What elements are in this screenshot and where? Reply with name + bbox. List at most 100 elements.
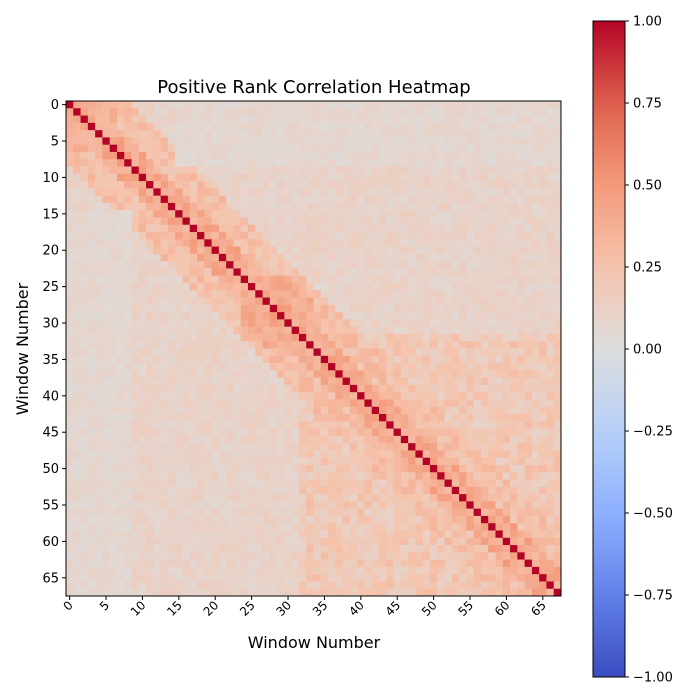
- heatmap-cell: [539, 159, 547, 167]
- heatmap-cell: [451, 319, 460, 328]
- heatmap-cell: [328, 268, 336, 277]
- heatmap-cell: [255, 399, 263, 408]
- heatmap-cell: [211, 545, 220, 553]
- heatmap-cell: [335, 363, 344, 371]
- heatmap-cell: [546, 508, 555, 517]
- heatmap-cell: [116, 188, 125, 197]
- heatmap-cell: [197, 130, 205, 138]
- heatmap-cell: [116, 246, 125, 255]
- heatmap-cell: [102, 181, 111, 189]
- heatmap-cell: [167, 428, 176, 437]
- heatmap-cell: [138, 333, 147, 342]
- heatmap-cell: [298, 494, 307, 502]
- heatmap-cell: [218, 588, 227, 597]
- heatmap-cell: [422, 537, 431, 546]
- heatmap-cell: [269, 188, 278, 197]
- heatmap-cell: [357, 501, 365, 510]
- heatmap-cell: [306, 486, 314, 495]
- heatmap-cell: [80, 450, 89, 459]
- heatmap-cell: [400, 545, 409, 553]
- heatmap-cell: [80, 108, 89, 116]
- heatmap-cell: [73, 574, 81, 582]
- heatmap-cell: [87, 239, 96, 247]
- heatmap-cell: [102, 414, 111, 422]
- heatmap-cell: [153, 282, 162, 291]
- heatmap-cell: [379, 537, 387, 546]
- heatmap-cell: [539, 130, 547, 138]
- heatmap-cell: [124, 217, 132, 226]
- heatmap-cell: [255, 428, 263, 437]
- heatmap-cell: [444, 246, 453, 255]
- heatmap-cell: [415, 282, 424, 291]
- heatmap-cell: [371, 559, 380, 568]
- heatmap-cell: [510, 377, 518, 386]
- heatmap-cell: [240, 559, 249, 568]
- heatmap-cell: [364, 515, 373, 524]
- heatmap-cell: [247, 341, 256, 349]
- heatmap-cell: [437, 574, 445, 582]
- heatmap-cell: [466, 282, 475, 291]
- heatmap-cell: [95, 108, 103, 116]
- heatmap-cell: [400, 137, 409, 146]
- heatmap-cell: [153, 137, 162, 146]
- heatmap-cell: [87, 486, 96, 495]
- heatmap-cell: [488, 574, 496, 582]
- heatmap-cell: [146, 151, 154, 160]
- heatmap-cell: [364, 464, 373, 473]
- heatmap-cell: [320, 530, 329, 539]
- heatmap-cell: [298, 545, 307, 553]
- heatmap-cell: [211, 566, 220, 575]
- heatmap-cell: [480, 581, 489, 590]
- heatmap-cell: [473, 421, 482, 429]
- heatmap-cell: [175, 414, 183, 422]
- heatmap-cell: [102, 384, 111, 393]
- heatmap-cell: [269, 217, 278, 226]
- heatmap-cell: [73, 282, 81, 291]
- heatmap-cell: [335, 414, 344, 422]
- heatmap-cell: [517, 515, 526, 524]
- heatmap-cell: [539, 101, 547, 109]
- heatmap-cell: [539, 304, 547, 313]
- heatmap-cell: [488, 581, 496, 590]
- heatmap-cell: [175, 574, 183, 582]
- heatmap-cell: [393, 275, 402, 284]
- heatmap-cell: [539, 559, 547, 568]
- heatmap-cell: [488, 530, 496, 539]
- heatmap-cell: [153, 486, 162, 495]
- heatmap-cell: [510, 290, 518, 298]
- x-tick-label: 45: [383, 598, 404, 619]
- heatmap-cell: [364, 312, 373, 320]
- heatmap-cell: [197, 406, 205, 415]
- heatmap-cell: [400, 333, 409, 342]
- heatmap-cell: [262, 246, 271, 255]
- heatmap-cell: [429, 232, 438, 240]
- heatmap-cell: [269, 122, 278, 131]
- heatmap-cell: [131, 202, 140, 211]
- heatmap-cell: [116, 428, 125, 437]
- x-tick-label: 60: [492, 598, 513, 619]
- heatmap-cell: [444, 319, 453, 328]
- heatmap-cell: [502, 253, 511, 262]
- heatmap-cell: [262, 326, 271, 335]
- heatmap-cell: [371, 384, 380, 393]
- heatmap-cell: [262, 173, 271, 182]
- heatmap-cell: [298, 581, 307, 590]
- heatmap-cell: [386, 144, 394, 153]
- heatmap-cell: [386, 464, 394, 473]
- heatmap-cell: [189, 130, 198, 138]
- heatmap-cell: [510, 363, 518, 371]
- heatmap-cell: [517, 370, 526, 379]
- heatmap-cell: [524, 399, 533, 408]
- heatmap-cell: [291, 268, 300, 277]
- heatmap-cell: [66, 428, 74, 437]
- heatmap-cell: [255, 341, 263, 349]
- heatmap-cell: [524, 232, 533, 240]
- heatmap-cell: [226, 501, 234, 510]
- heatmap-cell: [204, 581, 212, 590]
- heatmap-cell: [386, 232, 394, 240]
- heatmap-cell: [466, 246, 475, 255]
- heatmap-cell: [146, 566, 154, 575]
- heatmap-cell: [233, 108, 242, 116]
- heatmap-cell: [357, 450, 365, 459]
- heatmap-cell: [502, 173, 511, 182]
